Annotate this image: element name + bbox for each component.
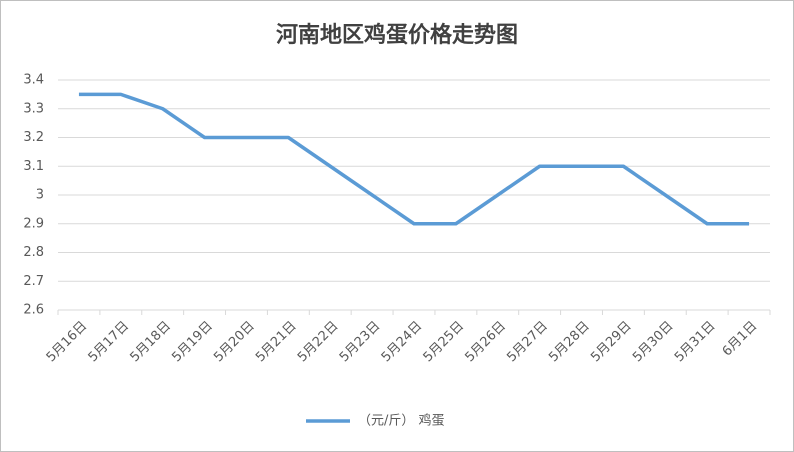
line-series xyxy=(78,92,750,226)
y-tick-label: 3.2 xyxy=(23,130,44,145)
y-tick-label: 3.1 xyxy=(23,159,44,174)
y-tick-label: 2.6 xyxy=(23,303,44,318)
y-tick-label: 2.9 xyxy=(23,216,44,231)
y-tick-label: 3.3 xyxy=(23,101,44,116)
legend-label: （元/斤） 鸡蛋 xyxy=(358,413,445,429)
y-tick-label: 3 xyxy=(36,188,44,203)
y-tick-label: 2.8 xyxy=(23,245,44,260)
y-tick-label: 2.7 xyxy=(23,274,44,289)
y-tick-label: 3.4 xyxy=(23,73,44,88)
chart-title: 河南地区鸡蛋价格走势图 xyxy=(276,22,518,48)
